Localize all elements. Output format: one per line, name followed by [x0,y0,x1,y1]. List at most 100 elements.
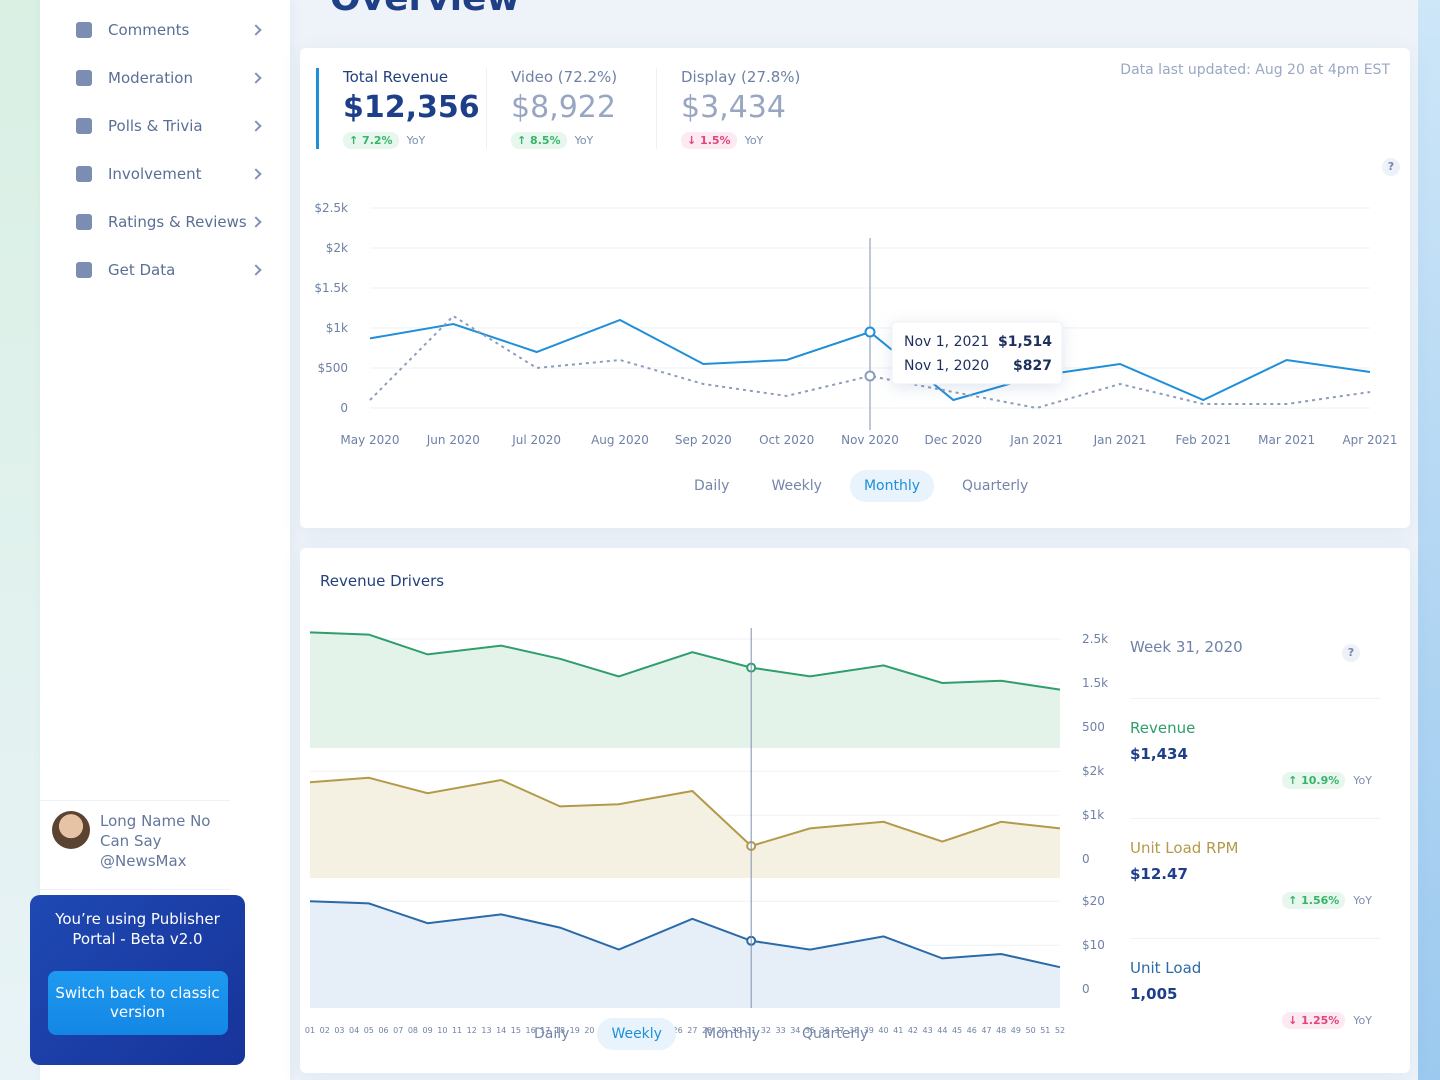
help-button[interactable]: ? [1342,644,1360,662]
x-tick-label: Dec 2020 [925,433,983,447]
x-tick-label: 45 [952,1026,962,1035]
driver-line [309,631,1061,691]
week-panel: Week 31, 2020 ? Revenue$1,43410.9%YoYUni… [1130,638,1380,1058]
nav-label: Ratings & Reviews [108,213,247,231]
kpi-label: Video (72.2%) [511,68,618,86]
nav-icon [76,22,92,38]
x-tick-label: Mar 2021 [1258,433,1315,447]
period-tab[interactable]: Quarterly [962,478,1029,494]
nav-item[interactable]: Get Data [40,246,290,294]
period-tab[interactable]: Monthly [703,1026,761,1042]
tooltip-value: $1,514 [998,334,1052,350]
user-handle: @NewsMax [100,852,187,870]
x-tick-label: 15 [511,1026,521,1035]
x-tick-label: Feb 2021 [1176,433,1232,447]
x-tick-label: 42 [908,1026,918,1035]
x-tick-label: Jan 2021 [1093,433,1147,447]
classic-button[interactable]: Switch back to classic version [47,971,228,1035]
x-tick-label: 38 [849,1026,859,1035]
background-strip [1418,0,1440,1080]
y-tick-label: 1.5k [1082,676,1108,690]
kpi-label: Display (27.8%) [681,68,801,86]
metric-change-row: 10.9% YoY [1282,769,1372,789]
x-tick-label: May 2020 [340,433,399,447]
kpi-change: 7.2% [343,132,399,149]
x-tick-label: 39 [864,1026,874,1035]
kpi-period: YoY [744,134,764,147]
x-tick-label: 43 [923,1026,933,1035]
metric-change-row: 1.56% YoY [1282,889,1372,909]
period-tabs: Daily Weekly Monthly Quarterly [520,1018,882,1050]
metric-change: 10.9% [1282,772,1346,789]
user-menu[interactable]: Long Name No Can Say @NewsMax [40,800,230,890]
last-updated: Data last updated: Aug 20 at 4pm EST [1120,62,1390,78]
x-tick-label: 48 [996,1026,1006,1035]
period-tab[interactable]: Daily [694,478,730,494]
x-tick-label: 34 [790,1026,800,1035]
tooltip-date: Nov 1, 2020 [904,358,989,374]
x-tick-label: 36 [820,1026,830,1035]
period-tab[interactable]: Weekly [771,478,822,494]
x-tick-label: 13 [481,1026,491,1035]
y-tick-label: $1.5k [314,281,348,295]
beta-banner: You’re using Publisher Portal - Beta v2.… [30,895,245,1065]
nav-icon [76,70,92,86]
x-tick-label: 27 [687,1026,697,1035]
metric-label: Revenue [1130,719,1196,737]
nav-item[interactable]: Comments [40,6,290,54]
period-tab[interactable]: Weekly [597,1018,676,1050]
y-tick-label: $10 [1082,938,1105,952]
kpi-change-row: 7.2% YoY [343,129,486,149]
metric-period: YoY [1353,1014,1372,1027]
y-tick-label: 0 [1082,852,1090,866]
x-tick-label: Nov 2020 [841,433,899,447]
metric-change-row: 1.25% YoY [1282,1009,1372,1029]
kpi-label: Total Revenue [343,68,449,86]
nav-icon [76,262,92,278]
nav-item[interactable]: Ratings & Reviews [40,198,290,246]
tooltip-value: $827 [1013,358,1052,374]
nav-item[interactable]: Polls & Trivia [40,102,290,150]
x-tick-label: Oct 2020 [759,433,814,447]
revenue-card: Data last updated: Aug 20 at 4pm EST ? T… [300,48,1410,528]
x-tick-label: 05 [364,1026,374,1035]
sidebar: Comments Moderation Polls & Trivia Involvem… [30,0,290,1080]
x-tick-label: 18 [555,1026,565,1035]
tooltip-date: Nov 1, 2021 [904,334,989,350]
avatar [52,811,90,849]
page-title: Overview [330,0,520,19]
x-tick-label: 46 [967,1026,977,1035]
help-button[interactable]: ? [1382,158,1400,176]
metric-value: $12.47 [1130,865,1188,883]
x-tick-label: 33 [775,1026,785,1035]
x-tick-label: Apr 2021 [1342,433,1397,447]
x-tick-label: 30 [731,1026,741,1035]
y-tick-label: $2.5k [314,201,348,215]
period-tab[interactable]: Quarterly [802,1026,869,1042]
period-tab[interactable]: Daily [534,1026,570,1042]
x-tick-label: 28 [702,1026,712,1035]
y-tick-label: $1k [1082,808,1104,822]
x-tick-label: 32 [761,1026,771,1035]
x-tick-label: 06 [378,1026,388,1035]
driver-line [309,776,1061,848]
nav-item[interactable]: Moderation [40,54,290,102]
tooltip [891,321,1063,385]
nav-item[interactable]: Involvement [40,150,290,198]
x-tick-label: 03 [334,1026,344,1035]
nav-icon [76,166,92,182]
x-tick-label: 09 [423,1026,433,1035]
x-tick-label: 01 [305,1026,315,1035]
x-tick-label: Jun 2020 [426,433,480,447]
kpi-value: $3,434 [681,90,786,125]
kpi-period: YoY [574,134,594,147]
drivers-card: Revenue Drivers 500 1.5k 2.5k 0 $1k $2k 0 $10 $2… [300,548,1410,1073]
period-tab[interactable]: Monthly [849,470,935,502]
driver-line [309,900,1061,969]
nav-icon [76,118,92,134]
y-tick-label: 0 [340,401,348,415]
metric-value: $1,434 [1130,745,1188,763]
y-tick-label: $20 [1082,894,1105,908]
x-tick-label: 04 [349,1026,359,1035]
kpi-value: $8,922 [511,90,616,125]
